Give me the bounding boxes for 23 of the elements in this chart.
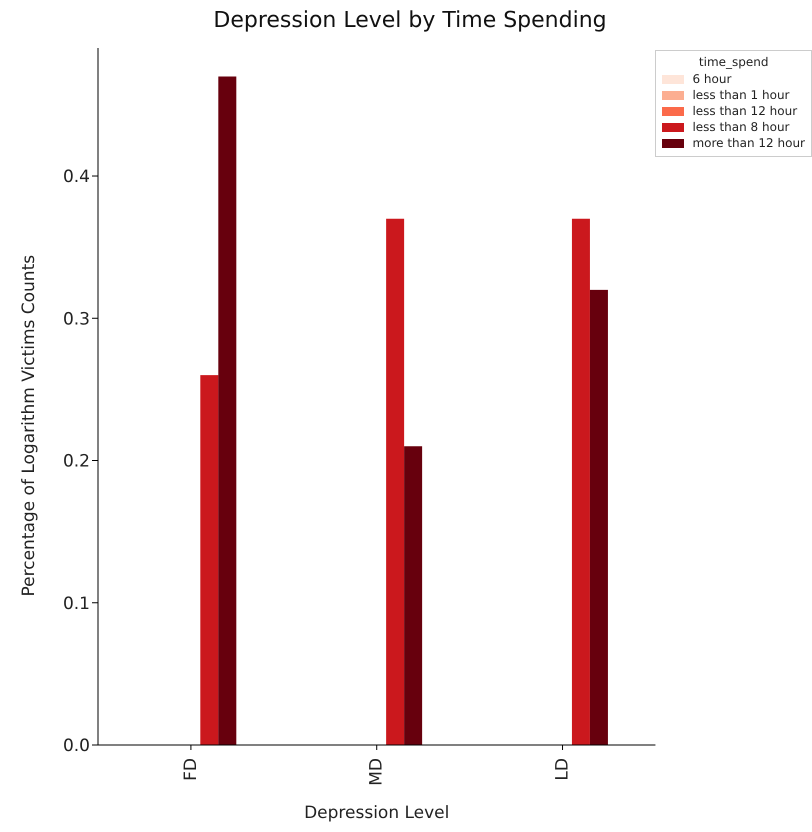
bar — [386, 218, 404, 745]
legend-label: less than 8 hour — [691, 120, 790, 134]
y-tick-label: 0.2 — [62, 452, 90, 472]
y-tick-label: 0.4 — [62, 167, 90, 188]
legend-label: 6 hour — [691, 72, 732, 86]
bar — [404, 446, 422, 745]
legend-label: more than 12 hour — [691, 136, 805, 150]
y-tick-label: 0.3 — [62, 309, 90, 330]
x-tick-label: MD — [366, 758, 387, 786]
legend-label: less than 1 hour — [691, 88, 790, 102]
bar — [218, 76, 236, 745]
chart-title: Depression Level by Time Spending — [212, 8, 608, 35]
bar — [590, 290, 608, 745]
x-axis-title: Depression Level — [304, 803, 450, 823]
legend-label: less than 12 hour — [691, 104, 798, 118]
legend-title: time_spend — [698, 55, 770, 69]
y-tick-label: 0.0 — [62, 736, 90, 756]
y-axis-title: Percentage of Logarithm Victims Counts — [19, 254, 40, 596]
y-tick-label: 0.1 — [62, 594, 90, 614]
bar — [200, 375, 218, 745]
bar — [572, 218, 590, 745]
x-tick-label: FD — [180, 758, 201, 781]
x-tick-label: LD — [552, 758, 573, 781]
